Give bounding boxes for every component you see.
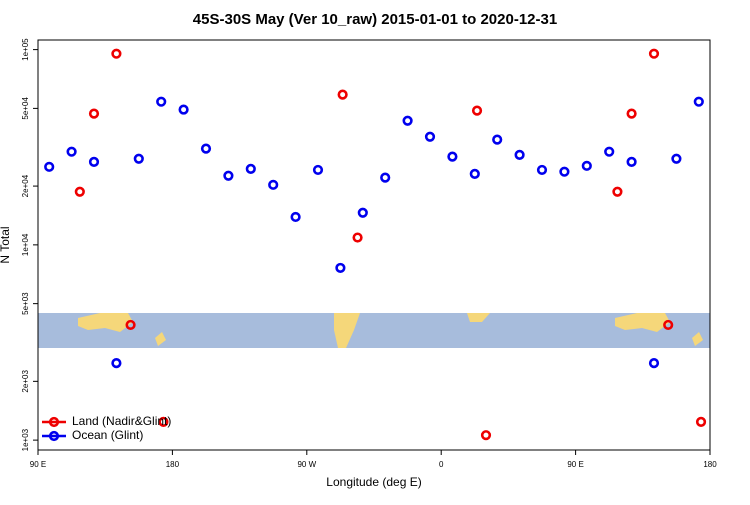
- point: [695, 416, 707, 427]
- y-tick-label: 2e+04: [21, 174, 30, 197]
- point: [156, 96, 167, 107]
- point: [648, 48, 660, 59]
- point: [337, 89, 348, 100]
- point: [245, 163, 256, 174]
- y-tick-label: 5e+04: [21, 97, 30, 120]
- point: [335, 262, 346, 274]
- point: [469, 168, 480, 179]
- y-tick-label: 1e+05: [21, 38, 30, 61]
- point: [471, 105, 483, 116]
- point: [626, 108, 637, 119]
- legend-marker: [48, 416, 60, 428]
- point: [44, 161, 55, 172]
- point: [402, 115, 413, 126]
- land: [615, 313, 670, 332]
- point: [133, 153, 144, 164]
- point: [66, 146, 77, 157]
- point: [447, 151, 458, 162]
- map-strip: [38, 313, 710, 348]
- point: [480, 430, 492, 441]
- y-axis-label: N Total: [0, 226, 12, 263]
- legend-marker: [48, 430, 60, 442]
- point: [74, 186, 85, 197]
- land: [692, 332, 703, 346]
- land: [78, 313, 133, 332]
- point: [178, 104, 189, 115]
- x-tick-label: 90 E: [30, 460, 46, 469]
- point: [626, 156, 637, 168]
- point: [492, 134, 503, 145]
- point: [514, 149, 525, 160]
- point: [648, 357, 660, 369]
- x-tick-label: 180: [166, 460, 180, 469]
- x-axis-label: Longitude (deg E): [326, 475, 421, 489]
- land: [334, 313, 360, 348]
- point: [693, 96, 704, 107]
- point: [223, 170, 234, 181]
- x-tick-label: 90 W: [297, 460, 316, 469]
- x-tick-label: 0: [439, 460, 444, 469]
- point: [671, 153, 682, 164]
- point: [424, 131, 436, 142]
- legend-label: Land (Nadir&Glint): [72, 414, 171, 428]
- plot-frame: [37, 39, 711, 451]
- point: [581, 160, 592, 171]
- x-tick-label: 90 E: [567, 460, 583, 469]
- point: [88, 156, 100, 168]
- chart-title: 45S-30S May (Ver 10_raw) 2015-01-01 to 2…: [193, 11, 557, 28]
- point: [380, 172, 391, 183]
- y-tick-label: 1e+03: [21, 428, 30, 451]
- x-tick-label: 180: [703, 460, 717, 469]
- ocean-band: [38, 313, 710, 348]
- point: [536, 164, 548, 176]
- y-tick-label: 1e+04: [21, 233, 30, 256]
- y-tick-label: 2e+03: [21, 370, 30, 393]
- point: [357, 207, 368, 218]
- point: [158, 416, 169, 427]
- y-tick-label: 5e+03: [21, 292, 30, 315]
- point: [559, 166, 570, 177]
- point: [125, 319, 136, 331]
- point: [663, 319, 674, 331]
- point: [312, 164, 324, 176]
- point: [111, 357, 122, 369]
- point: [290, 211, 301, 223]
- land: [155, 332, 166, 346]
- point: [111, 48, 122, 59]
- land: [467, 313, 490, 322]
- point: [612, 186, 623, 197]
- point: [352, 232, 363, 243]
- point: [200, 143, 212, 154]
- point: [268, 179, 279, 190]
- legend-label: Ocean (Glint): [72, 428, 143, 442]
- point: [604, 146, 615, 157]
- point: [88, 108, 100, 119]
